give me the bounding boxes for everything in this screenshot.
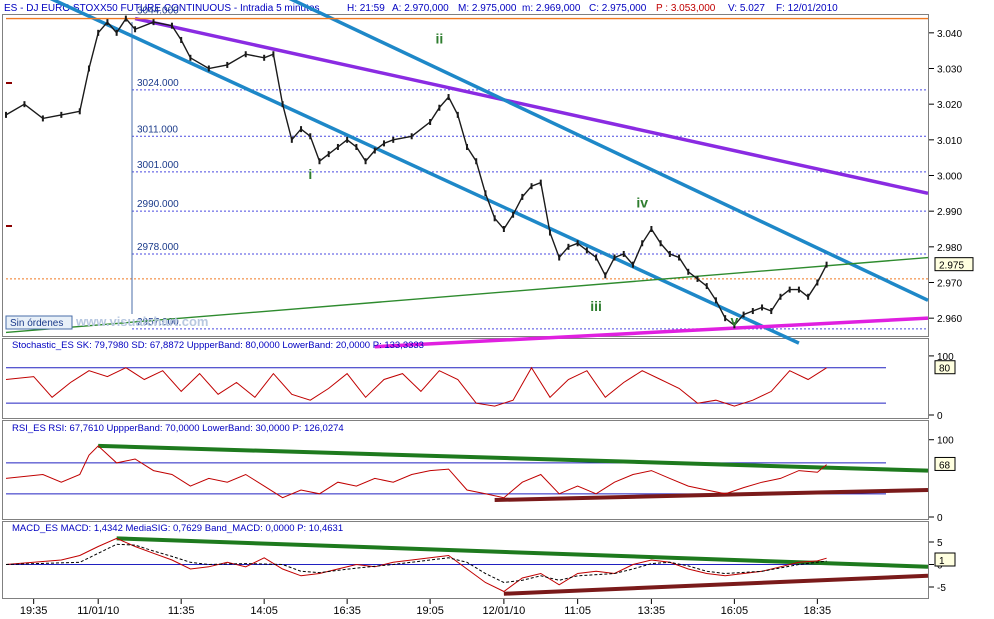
indicator-axis-label: 5 bbox=[937, 538, 943, 549]
macd-panel-frame bbox=[2, 521, 929, 599]
stochastic-content bbox=[5, 366, 886, 407]
header: ES - DJ EURO STOXX50 FUTURE CONTINUOUS -… bbox=[4, 3, 838, 14]
trendline-blue-lower bbox=[49, 0, 800, 345]
price-trendlines bbox=[5, 0, 929, 349]
price-axis-label: 2.980 bbox=[937, 243, 962, 254]
wave-label: v bbox=[730, 312, 738, 328]
price-level-label: 3024.000 bbox=[137, 78, 179, 89]
header-c: C: 2.975,000 bbox=[589, 3, 647, 14]
indicator-last-box bbox=[934, 360, 956, 375]
indicator-axis-label: 0 bbox=[937, 411, 943, 422]
stochastic-panel-frame bbox=[2, 338, 929, 419]
indicator-trendline-green bbox=[116, 536, 929, 569]
x-axis-label: 12/01/10 bbox=[482, 605, 525, 617]
price-axis-label: 3.020 bbox=[937, 100, 962, 111]
header-v: V: 5.027 bbox=[728, 3, 765, 14]
x-axis-label: 13:35 bbox=[638, 605, 666, 617]
indicator-series-rsi bbox=[5, 445, 827, 499]
rsi-content bbox=[5, 443, 929, 502]
price-axis-label: 2.970 bbox=[937, 279, 962, 290]
x-axis-label: 16:35 bbox=[333, 605, 361, 617]
left-marker-2 bbox=[6, 225, 12, 227]
price-level-label: 2957.000 bbox=[137, 317, 179, 328]
price-axis-label: 3.010 bbox=[937, 136, 962, 147]
indicator-last-label: 80 bbox=[939, 364, 951, 375]
watermark: www.visualchart.com bbox=[75, 314, 208, 329]
x-axis-label: 19:35 bbox=[20, 605, 48, 617]
stochastic-axis: 100 0 80 bbox=[929, 352, 956, 422]
stochastic-label: Stochastic_ES SK: 79,7980 SD: 67,8872 Up… bbox=[12, 340, 424, 351]
indicator-series-macd bbox=[5, 537, 827, 593]
indicator-last-box bbox=[934, 456, 956, 471]
indicator-trendline-green bbox=[98, 443, 929, 473]
price-axis-label: 2.990 bbox=[937, 207, 962, 218]
indicator-last-label: 1 bbox=[939, 556, 945, 567]
price-line bbox=[5, 17, 828, 327]
trendline-purple bbox=[134, 16, 929, 196]
price-axis: 3.040 3.030 3.020 3.010 3.000 2.990 2.980 2.970… bbox=[929, 29, 974, 325]
indicator-trendline-maroon bbox=[494, 487, 929, 502]
no-orders-badge[interactable]: Sin órdenes bbox=[5, 315, 73, 330]
no-orders-text: Sin órdenes bbox=[10, 318, 63, 329]
header-f: F: 12/01/2010 bbox=[776, 3, 838, 14]
wave-label: ii bbox=[435, 31, 443, 47]
price-level-label: 2990.000 bbox=[137, 199, 179, 210]
price-axis-label: 3.000 bbox=[937, 172, 962, 183]
indicator-axis-label: 100 bbox=[937, 436, 954, 447]
x-axis-label: 14:05 bbox=[250, 605, 278, 617]
header-a: A: 2.970,000 bbox=[392, 3, 449, 14]
price-series bbox=[5, 15, 828, 329]
indicator-trendline-maroon bbox=[503, 573, 929, 596]
trendline-magenta bbox=[374, 316, 929, 349]
panel-frames bbox=[2, 14, 929, 599]
header-p: P : 3.053,000 bbox=[656, 3, 716, 14]
price-level-label: 2978.000 bbox=[137, 242, 179, 253]
indicator-series-sk bbox=[5, 366, 827, 407]
x-axis-label: 19:05 bbox=[416, 605, 444, 617]
rsi-axis: 100 0 68 bbox=[929, 436, 956, 524]
indicator-last-label: 68 bbox=[939, 460, 951, 471]
indicator-axis-label: 0 bbox=[937, 513, 943, 524]
price-axis-label: 3.040 bbox=[937, 29, 962, 40]
header-h: H: 21:59 bbox=[347, 3, 385, 14]
header-m: M: 2.975,000 bbox=[458, 3, 517, 14]
left-marker-1 bbox=[6, 82, 12, 84]
x-axis-label: 11:05 bbox=[564, 605, 591, 617]
macd-content bbox=[5, 536, 929, 596]
rsi-label: RSI_ES RSI: 67,7610 UppperBand: 70,0000 … bbox=[12, 423, 344, 434]
macd-label: MACD_ES MACD: 1,4342 MediaSIG: 0,7629 Ba… bbox=[12, 523, 343, 534]
last-price-label: 2.975 bbox=[939, 261, 964, 272]
indicator-last-box bbox=[934, 552, 956, 567]
x-axis-label: 16:05 bbox=[721, 605, 749, 617]
wave-label: i bbox=[308, 166, 312, 182]
rsi-panel-frame bbox=[2, 420, 929, 520]
x-axis: 19:35 11/01/10 11:35 14:05 16:35 19:05 12/01/1… bbox=[20, 599, 831, 617]
x-axis-label: 11/01/10 bbox=[77, 605, 119, 617]
price-level-label: 3044.000 bbox=[137, 6, 179, 17]
indicator-axis-label: 100 bbox=[937, 352, 954, 363]
last-price-box bbox=[934, 257, 974, 272]
header-min: m: 2.969,000 bbox=[522, 3, 581, 14]
wave-label: iv bbox=[636, 195, 648, 211]
price-levels: 3024.000 3011.000 3001.000 2990.000 2978.000… bbox=[6, 6, 928, 330]
price-level-label: 3001.000 bbox=[137, 160, 179, 171]
no-orders-box bbox=[5, 315, 73, 330]
header-title: ES - DJ EURO STOXX50 FUTURE CONTINUOUS -… bbox=[4, 3, 319, 14]
wave-label: iii bbox=[590, 298, 602, 314]
indicator-axis-label: -5 bbox=[937, 583, 946, 594]
trendline-blue-upper bbox=[288, 0, 929, 302]
trendline-green bbox=[5, 256, 929, 334]
x-axis-label: 11:35 bbox=[168, 605, 195, 617]
price-level-label: 3011.000 bbox=[137, 124, 178, 135]
price-axis-label: 3.030 bbox=[937, 65, 962, 76]
x-axis-label: 18:35 bbox=[804, 605, 832, 617]
price-axis-label: 2.960 bbox=[937, 314, 962, 325]
indicator-series-mediasig bbox=[5, 543, 827, 584]
macd-axis: 50-51 bbox=[929, 538, 956, 594]
price-panel-frame bbox=[2, 14, 929, 337]
